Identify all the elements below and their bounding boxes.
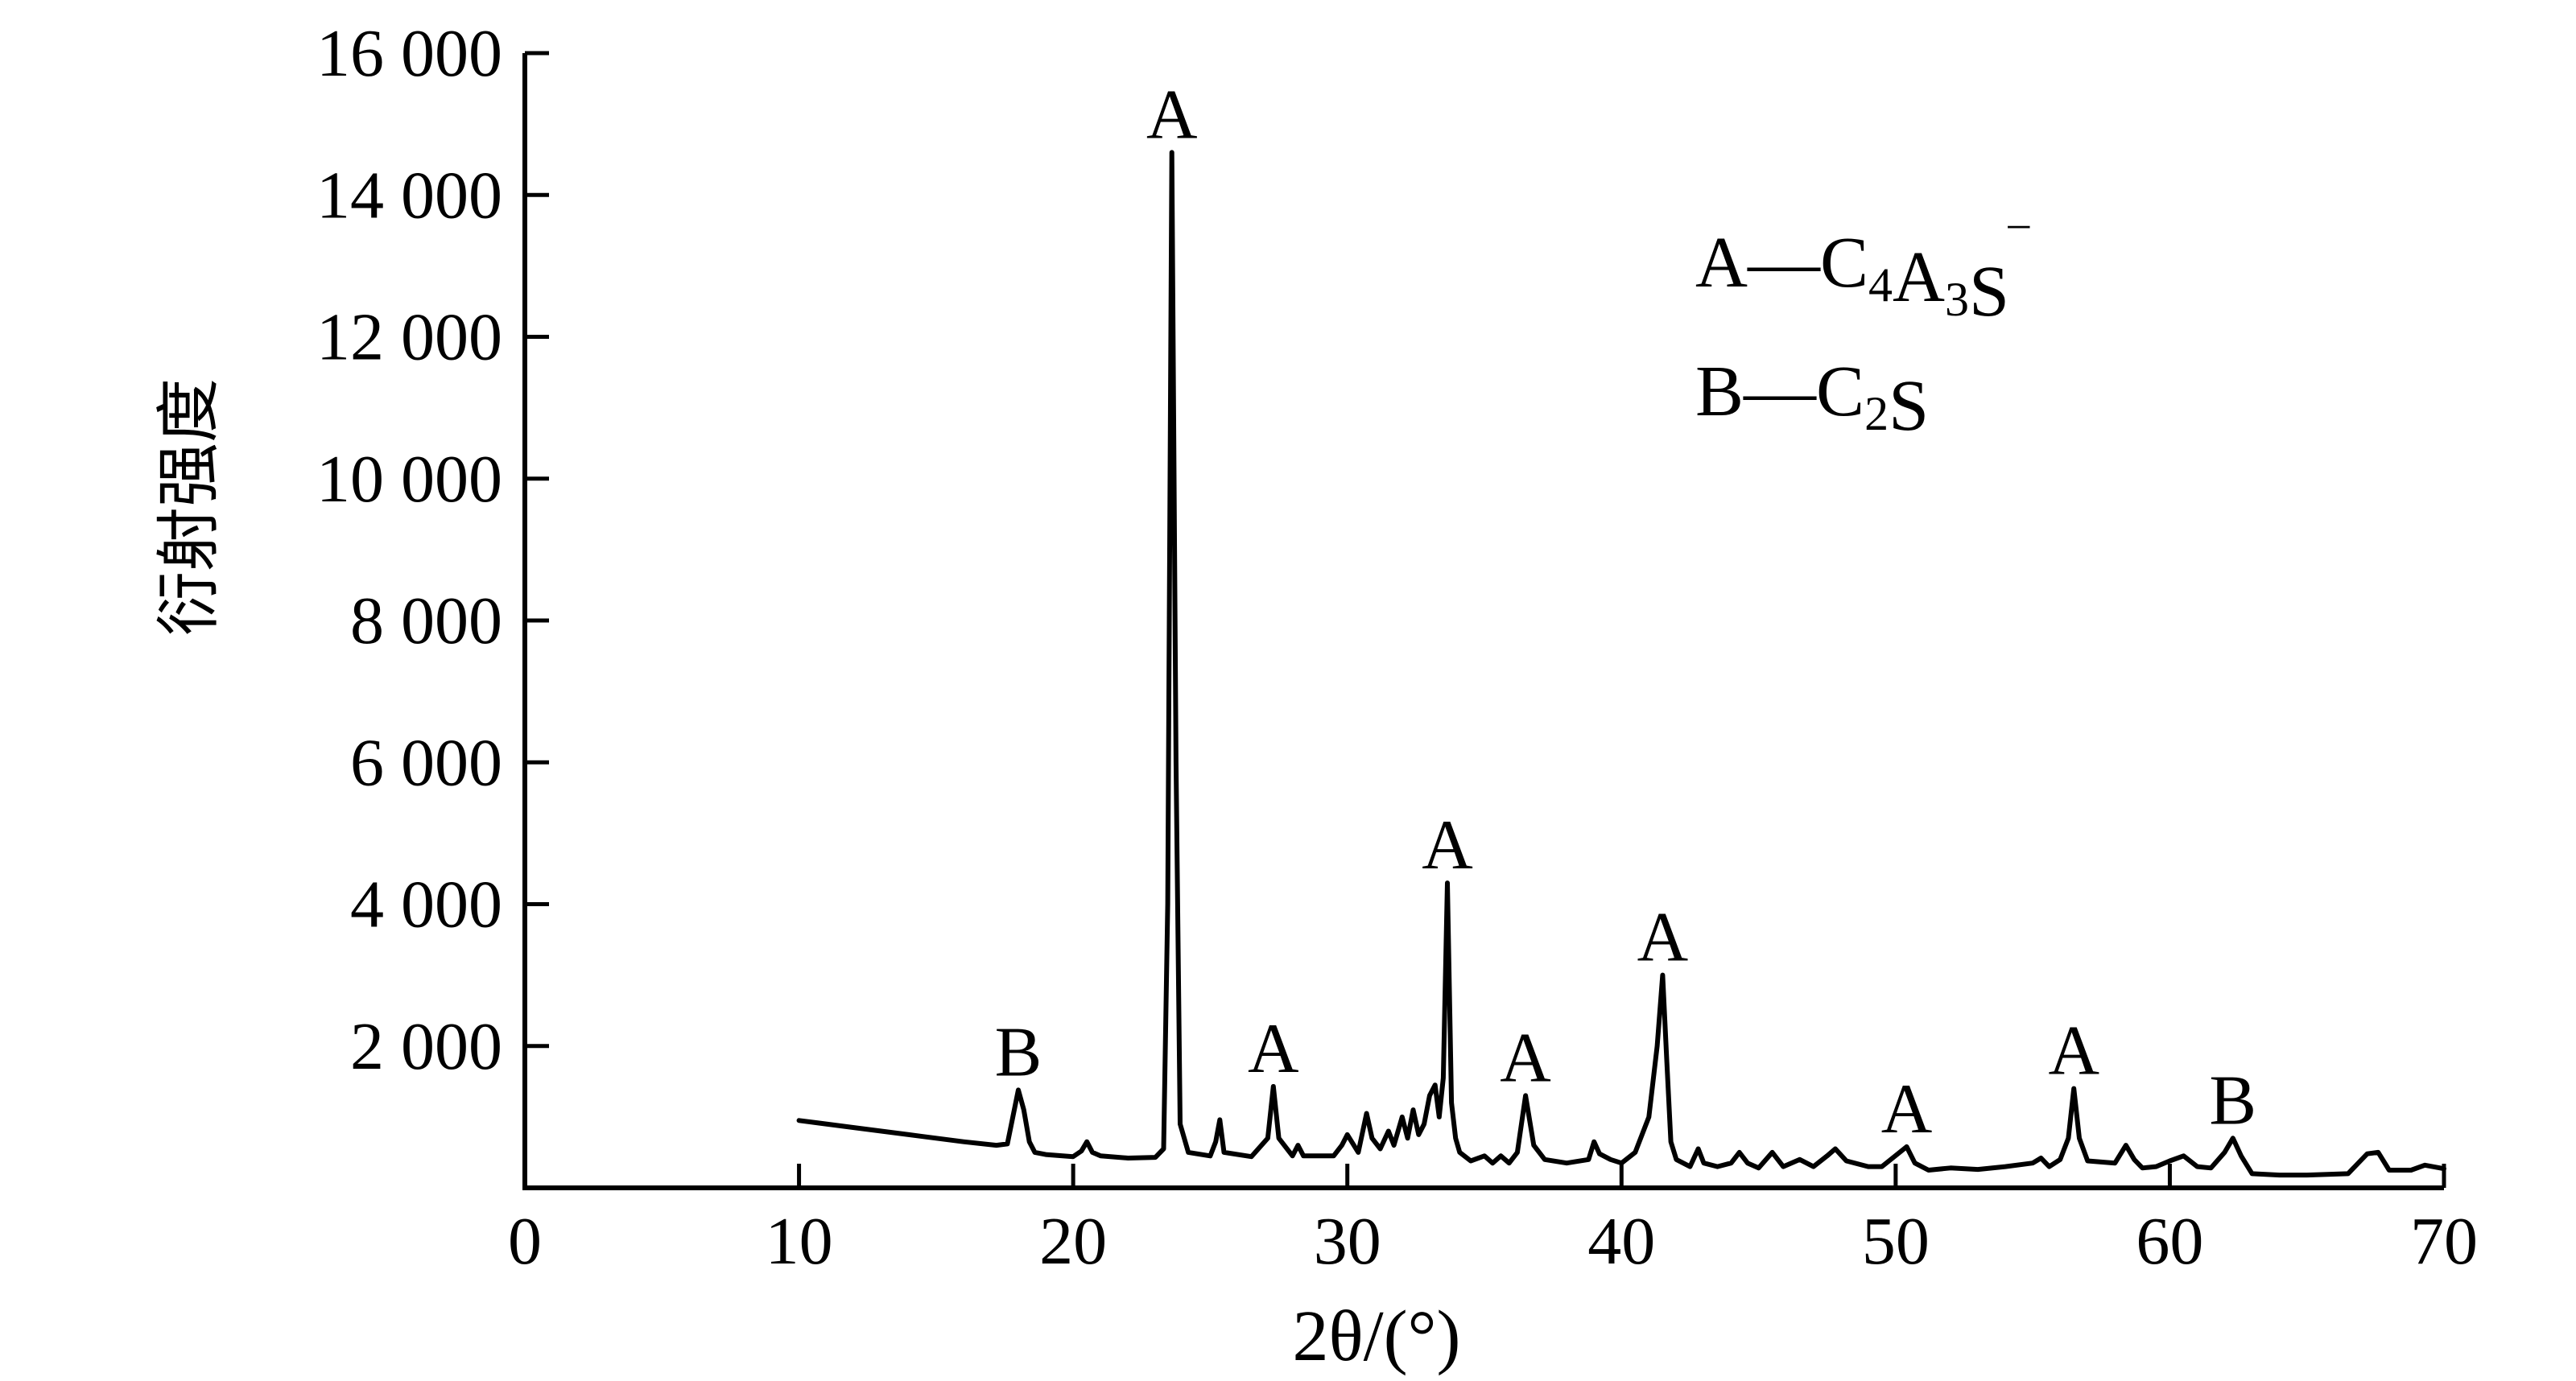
y-tick-label: 6 000: [350, 725, 502, 800]
series: [796, 150, 2446, 1178]
x-ticks: 0 10 20 30 40 50 60 70: [508, 1164, 2478, 1279]
y-tick-label: 10 000: [316, 442, 502, 517]
y-axis-label: 衍射强度: [151, 378, 226, 636]
peak-label: A: [1881, 1070, 1933, 1148]
axes: [522, 53, 2444, 1190]
x-tick-label: 30: [1314, 1204, 1381, 1279]
peak-label: B: [2209, 1062, 2256, 1140]
x-tick-label: 0: [508, 1204, 542, 1279]
x-axis-label: 2θ/(°): [1292, 1296, 1460, 1376]
y-tick-label: 12 000: [316, 300, 502, 375]
peak-label: A: [2048, 1012, 2099, 1090]
peak-label: B: [995, 1013, 1042, 1091]
series-line: [796, 150, 2446, 1178]
y-tick-label: 16 000: [316, 16, 502, 91]
x-tick-label: 50: [1862, 1204, 1930, 1279]
peak-label: A: [1422, 806, 1473, 884]
peak-label: A: [1637, 899, 1689, 977]
y-tick-label: 2 000: [350, 1009, 502, 1084]
x-tick-label: 70: [2410, 1204, 2478, 1279]
peak-label: A: [1146, 76, 1198, 154]
x-tick-label: 40: [1587, 1204, 1655, 1279]
legend: A—C4A3S‾ B—C2S: [1695, 221, 2030, 446]
legend-entry: B—C2S: [1695, 352, 1929, 446]
y-tick-label: 8 000: [350, 583, 502, 658]
y-ticks: 2 000 4 000 6 000 8 000 10 000 12 000 14 000 16…: [316, 16, 549, 1084]
x-tick-label: 60: [2136, 1204, 2203, 1279]
y-tick-label: 14 000: [316, 158, 502, 233]
peak-label: A: [1248, 1010, 1299, 1088]
peak-label: A: [1500, 1019, 1551, 1097]
peak-annotations: B A A A A A A A B: [995, 76, 2256, 1148]
y-tick-label: 4 000: [350, 868, 502, 942]
x-tick-label: 20: [1039, 1204, 1107, 1279]
legend-entry: A—C4A3S‾: [1695, 221, 2030, 332]
x-tick-label: 10: [766, 1204, 833, 1279]
